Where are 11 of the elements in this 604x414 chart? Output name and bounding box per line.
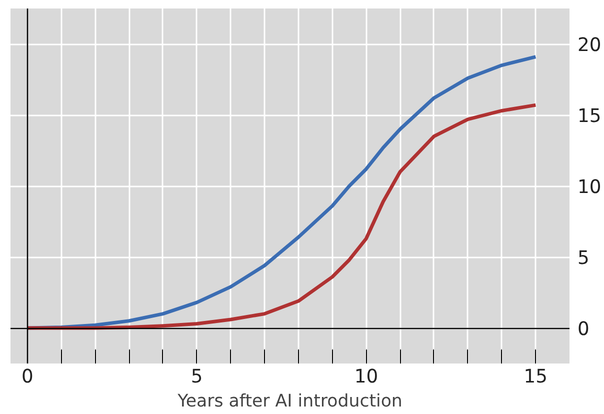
x-tick-label: 15: [524, 366, 548, 388]
x-tick-label: 0: [22, 366, 34, 388]
y-tick-label: 10: [578, 177, 602, 198]
x-axis-title: Years after AI introduction: [176, 392, 402, 412]
x-tick-label: 10: [354, 366, 378, 388]
y-tick-label: 0: [578, 319, 590, 340]
y-tick-label: 20: [578, 35, 602, 56]
y-tick-label: 15: [578, 106, 602, 127]
x-tick-label: 5: [190, 366, 203, 388]
line-series: [26, 103, 538, 330]
y-tick-label: 5: [578, 248, 590, 269]
